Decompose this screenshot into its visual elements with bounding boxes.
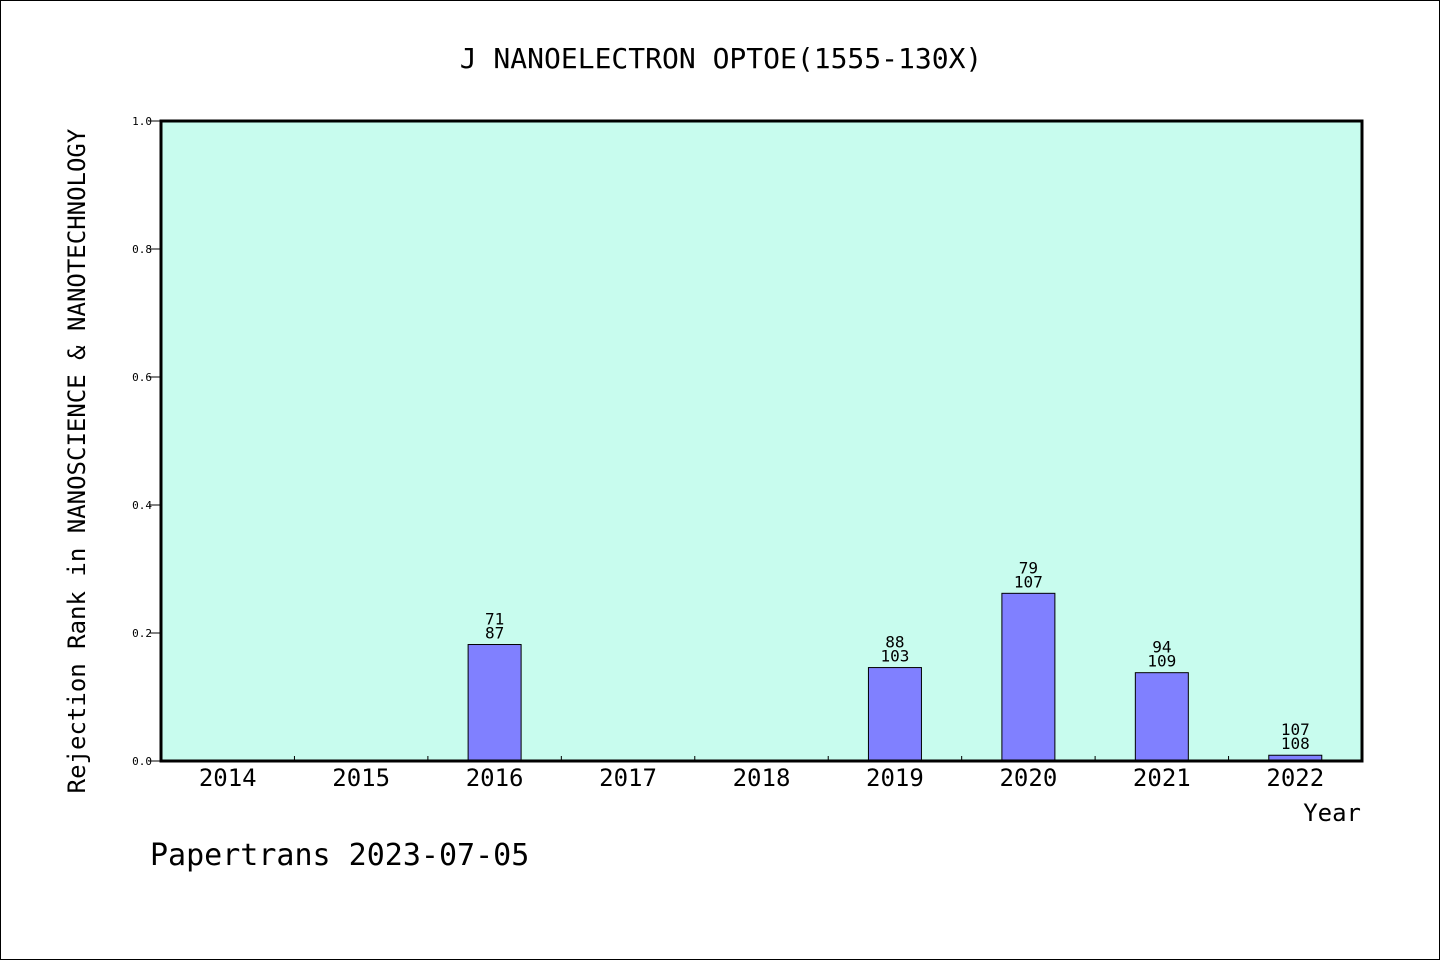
y-tick-label-2: 0.4 bbox=[132, 499, 152, 512]
category-label-2018: 2018 bbox=[733, 764, 791, 792]
data-label-bottom-2021: 109 bbox=[1147, 652, 1176, 671]
category-label-2017: 2017 bbox=[599, 764, 657, 792]
data-label-top-2022: 107 bbox=[1281, 720, 1310, 739]
category-label-2016: 2016 bbox=[466, 764, 524, 792]
data-label-top-2020: 79 bbox=[1019, 558, 1038, 577]
data-label-bottom-2016: 87 bbox=[485, 624, 504, 643]
data-label-bottom-2020: 107 bbox=[1014, 572, 1043, 591]
y-tick-label-5: 1.0 bbox=[132, 115, 152, 128]
plot-area bbox=[161, 121, 1362, 761]
category-labels: 2014 2015 2016 2017 2018 2019 2020 2021 2022 bbox=[199, 764, 1324, 792]
category-label-2021: 2021 bbox=[1133, 764, 1191, 792]
bars-group bbox=[467, 592, 1323, 762]
x-axis-title: Year bbox=[1303, 799, 1361, 827]
y-tick-label-4: 0.8 bbox=[132, 243, 152, 256]
category-label-2022: 2022 bbox=[1266, 764, 1324, 792]
category-label-2019: 2019 bbox=[866, 764, 924, 792]
y-tick-label-1: 0.2 bbox=[132, 627, 152, 640]
bar-2019 bbox=[867, 667, 922, 762]
y-axis-ticks: 0.0 0.2 0.4 0.6 0.8 1.0 bbox=[132, 115, 161, 768]
plot-border bbox=[159, 119, 1364, 763]
y-tick-label-3: 0.6 bbox=[132, 371, 152, 384]
bar-2016 bbox=[467, 644, 522, 762]
data-label-bottom-2022: 108 bbox=[1281, 734, 1310, 753]
bar-2021 bbox=[1134, 672, 1189, 762]
y-axis-title: Rejection Rank in NANOSCIENCE & NANOTECH… bbox=[63, 128, 91, 793]
data-label-top-2019: 88 bbox=[885, 633, 904, 652]
data-label-top-2021: 94 bbox=[1152, 638, 1171, 657]
y-tick-label-0: 0.0 bbox=[132, 755, 152, 768]
chart-title: J NANOELECTRON OPTOE(1555-130X) bbox=[460, 42, 983, 75]
data-label-top-2016: 71 bbox=[485, 610, 504, 629]
data-label-bottom-2019: 103 bbox=[880, 647, 909, 666]
category-label-2020: 2020 bbox=[999, 764, 1057, 792]
bar-2020 bbox=[1001, 592, 1056, 762]
footer-stamp: Papertrans 2023-07-05 bbox=[150, 838, 529, 873]
category-label-2014: 2014 bbox=[199, 764, 257, 792]
category-label-2015: 2015 bbox=[332, 764, 390, 792]
